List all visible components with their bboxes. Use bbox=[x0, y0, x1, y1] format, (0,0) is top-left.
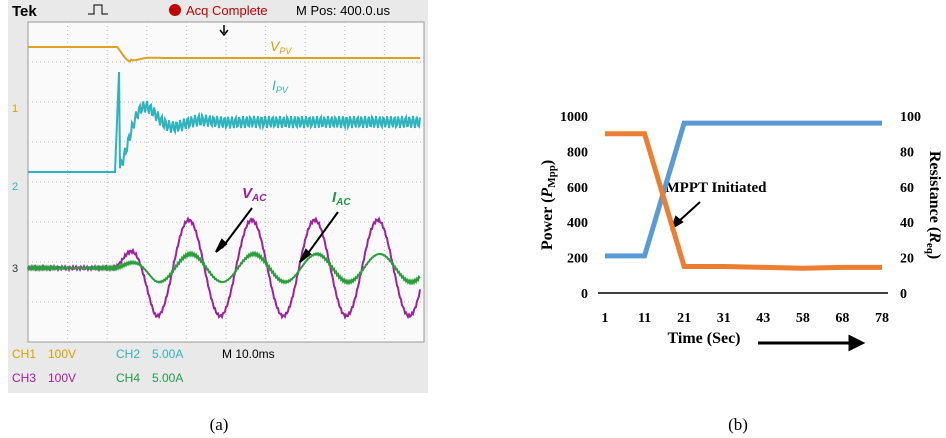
y2-tick-label: 40 bbox=[900, 216, 914, 231]
channel-marker: 1 bbox=[12, 103, 18, 115]
y-tick-label: 200 bbox=[567, 252, 588, 267]
y2-tick-label: 80 bbox=[900, 145, 914, 160]
y2-tick-label: 0 bbox=[900, 287, 907, 302]
footer-text: CH3 bbox=[12, 371, 36, 385]
y-title-sub: Mpp bbox=[546, 165, 558, 188]
x-tick-label: 31 bbox=[717, 311, 731, 326]
y-axis-title: Power (PMpp) bbox=[539, 160, 558, 250]
x-tick-label: 11 bbox=[638, 311, 651, 326]
y2-title-symbol: R bbox=[926, 231, 943, 243]
trace-sub: PV bbox=[279, 46, 292, 56]
x-tick-label: 43 bbox=[756, 311, 770, 326]
y2-tick-label: 20 bbox=[900, 252, 914, 267]
annotation-arrow bbox=[672, 202, 700, 228]
trace-sub: AC bbox=[335, 197, 351, 208]
figure: Tek Acq Complete M Pos: 400.0.us 1 2 3 V… bbox=[0, 0, 946, 438]
footer-text: 5.00A bbox=[152, 371, 183, 385]
footer-text: CH4 bbox=[116, 371, 140, 385]
trace-sub: AC bbox=[251, 193, 267, 204]
y-tick-label: 600 bbox=[567, 181, 588, 196]
x-tick-label: 21 bbox=[677, 311, 691, 326]
chart: Power (PMpp) Resistance (Req) Time (Sec)… bbox=[539, 110, 943, 349]
footer-text: M 10.0ms bbox=[222, 347, 275, 361]
y2-tick-label: 100 bbox=[900, 110, 921, 125]
y-title-text: ) bbox=[539, 160, 556, 165]
y2-title-text: ) bbox=[926, 254, 943, 259]
footer-text: CH1 bbox=[12, 347, 36, 361]
y2-axis-title: Resistance (Req) bbox=[924, 151, 943, 259]
channel-marker: 2 bbox=[12, 181, 18, 193]
y2-tick-label: 60 bbox=[900, 181, 914, 196]
status-dot bbox=[169, 4, 181, 16]
y-tick-label: 800 bbox=[567, 145, 588, 160]
caption: (b) bbox=[728, 415, 748, 434]
footer-text: CH2 bbox=[116, 347, 140, 361]
status: Acq Complete bbox=[186, 3, 268, 18]
x-axis-title: Time (Sec) bbox=[667, 330, 740, 347]
trace-sub: PV bbox=[276, 85, 289, 95]
y-title-text: Power ( bbox=[539, 198, 556, 251]
x-tick-label: 58 bbox=[796, 311, 810, 326]
y2-title-text: Resistance ( bbox=[926, 151, 943, 232]
footer-text: 5.00A bbox=[152, 347, 183, 361]
scope-screen: Tek Acq Complete M Pos: 400.0.us 1 2 3 V… bbox=[8, 0, 428, 393]
x-tick-label: 1 bbox=[602, 311, 609, 326]
brand: Tek bbox=[12, 3, 37, 20]
position: M Pos: 400.0.us bbox=[296, 3, 390, 18]
y-title-symbol: P bbox=[539, 188, 556, 199]
caption: (a) bbox=[210, 415, 229, 434]
annotation: MPPT Initiated bbox=[666, 180, 768, 196]
footer-text: 100V bbox=[48, 347, 76, 361]
x-tick-label: 68 bbox=[835, 311, 849, 326]
time-arrow bbox=[758, 337, 862, 349]
y-tick-label: 0 bbox=[581, 287, 588, 302]
channel-marker: 3 bbox=[12, 263, 18, 275]
y-tick-label: 400 bbox=[567, 216, 588, 231]
y-tick-label: 1000 bbox=[560, 110, 588, 125]
x-tick-label: 78 bbox=[875, 311, 889, 326]
footer-text: 100V bbox=[48, 371, 76, 385]
